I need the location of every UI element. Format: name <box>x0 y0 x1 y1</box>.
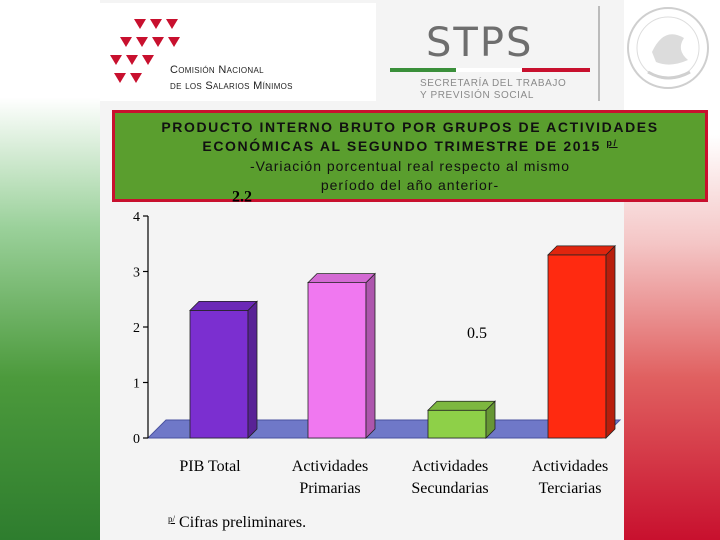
chart-title-line2-sup: p/ <box>606 138 618 148</box>
agency-subtitle-line1: SECRETARÍA DEL TRABAJO <box>420 78 567 89</box>
national-seal-icon <box>627 7 709 89</box>
footnote-text: Cifras preliminares. <box>179 514 307 531</box>
header-separator <box>598 6 600 101</box>
agency-subtitle: SECRETARÍA DEL TRABAJO Y PREVISIÓN SOCIA… <box>420 78 566 102</box>
chart-title-box: PRODUCTO INTERNO BRUTO POR GRUPOS DE ACT… <box>112 110 708 202</box>
chart-title-line1: PRODUCTO INTERNO BRUTO POR GRUPOS DE ACT… <box>161 119 659 135</box>
chart-title-line3: -Variación porcentual real respecto al m… <box>250 158 570 174</box>
chart-title-line2: ECONÓMICAS AL SEGUNDO TRIMESTRE DE 2015 … <box>115 138 705 154</box>
category-label-pib-total: PIB Total <box>179 458 241 475</box>
conasami-logo-box <box>100 3 376 101</box>
category-label-terciarias: Actividades Terciarias <box>531 458 609 497</box>
right-decorative-stripe <box>624 0 720 540</box>
footnote-sup: p/ <box>168 514 176 524</box>
institution-name-line2: de los Salarios Mínimos <box>170 80 293 92</box>
agency-subtitle-line2: Y PREVISIÓN SOCIAL <box>420 90 534 101</box>
chart-title-line2-text: ECONÓMICAS AL SEGUNDO TRIMESTRE DE 2015 <box>202 138 601 154</box>
chart-title-line4: período del año anterior- <box>320 177 500 193</box>
institution-name-line1: Comisión Nacional <box>170 64 264 76</box>
agency-tricolor-rule <box>390 68 590 72</box>
agency-logo-text: STPS <box>426 20 534 66</box>
category-label-primarias: Actividades Primarias <box>291 458 369 497</box>
conasami-logo-icon <box>110 19 180 83</box>
institution-name: Comisión Nacional de los Salarios Mínimo… <box>170 62 293 94</box>
footnote: p/ Cifras preliminares. <box>168 514 306 532</box>
category-label-secundarias: Actividades Secundarias <box>411 458 489 497</box>
left-decorative-stripe <box>0 0 100 540</box>
